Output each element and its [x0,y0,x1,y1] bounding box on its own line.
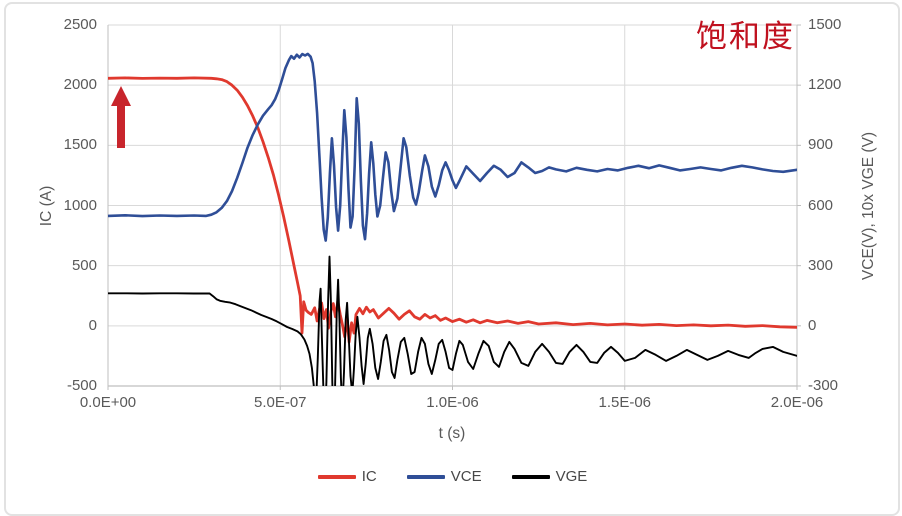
y-right-tick-label: 1200 [808,76,842,94]
y-axis-left-title: IC (A) [38,185,55,227]
y-right-tick-label: 1500 [808,16,842,33]
y-left-tick-label: -500 [66,377,97,394]
legend-label: VGE [555,468,588,485]
series-line-vce [108,52,797,242]
legend-swatch [406,474,445,479]
y-right-tick-label: 0 [808,316,817,334]
y-left-tick-label: 2000 [63,76,97,94]
legend-swatch [511,474,550,479]
x-tick-label: 0.0E+00 [79,394,137,411]
y-axis-right-title: VCE(V), 10x VGE (V) [860,131,877,281]
legend-item-vge: VGE [511,468,588,485]
x-tick-label: 5.0E-07 [253,394,307,411]
series-line-ic [108,76,797,344]
x-tick-label: 1.0E-06 [426,394,479,411]
series-line-vge [108,255,797,386]
y-right-tick-label: 900 [808,136,834,154]
y-left-tick-label: 2500 [63,16,97,33]
up-arrow-icon [111,86,131,148]
y-left-tick-label: 0 [88,316,97,334]
legend-item-ic: IC [317,468,377,485]
series-lines [108,52,797,386]
legend-swatch [317,474,356,479]
legend-label: IC [361,468,377,485]
y-right-tick-label: -300 [808,377,839,394]
legend: IC VCE VGE [108,468,797,485]
annotation-saturation-label: 饱和度 [696,19,795,55]
x-tick-label: 1.5E-06 [598,394,652,411]
legend-item-vce: VCE [406,468,482,485]
y-left-tick-label: 500 [71,256,97,274]
y-left-tick-label: 1500 [63,136,97,154]
y-right-tick-label: 600 [808,196,834,214]
legend-label: VCE [450,468,482,485]
tick-marks [107,24,801,390]
x-axis-title: t (s) [438,425,466,442]
y-left-tick-label: 1000 [63,196,97,214]
y-right-tick-label: 300 [808,256,834,274]
x-tick-label: 2.0E-06 [770,394,824,411]
